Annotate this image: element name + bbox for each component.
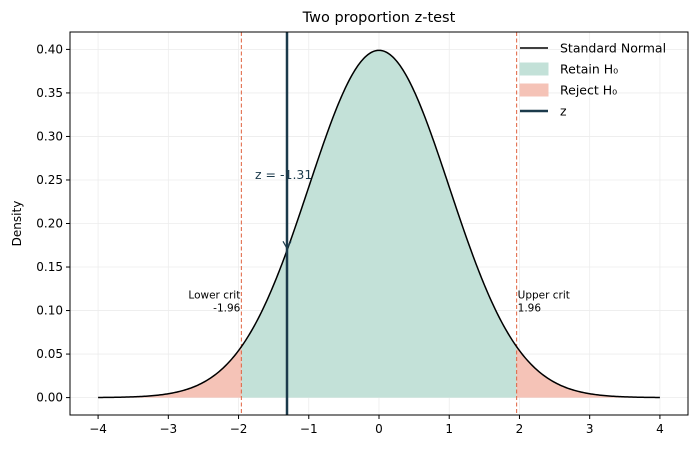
standard-normal-curve — [98, 49, 660, 399]
x-tick-label: 0 — [375, 422, 383, 436]
chart-title: Two proportion z-test — [302, 10, 456, 26]
upper-crit-annotation: 1.96 — [518, 303, 542, 315]
y-tick-label: 0.15 — [36, 260, 63, 274]
x-tick-label: −3 — [159, 422, 177, 436]
x-tick-label: 3 — [586, 422, 594, 436]
lower-crit-annotation: Lower crit — [188, 290, 240, 302]
y-tick-label: 0.35 — [36, 86, 63, 100]
x-tick-label: −2 — [230, 422, 248, 436]
y-tick-label: 0.25 — [36, 173, 63, 187]
y-axis-label: Density — [10, 201, 24, 247]
x-axis-ticks: −4 −3 −2 −1 0 1 2 3 4 — [89, 415, 664, 436]
y-tick-label: 0.10 — [36, 304, 63, 318]
upper-crit-annotation: Upper crit — [518, 290, 570, 302]
y-tick-label: 0.40 — [36, 42, 63, 56]
legend-label: Standard Normal — [560, 41, 666, 56]
legend: Standard Normal Retain H₀ Reject H₀ z — [519, 41, 666, 119]
legend-label: z — [560, 104, 567, 119]
legend-label: Retain H₀ — [560, 62, 618, 77]
y-axis-ticks: 0.00 0.05 0.10 0.15 0.20 0.25 0.30 0.35 0.40 — [36, 42, 70, 405]
y-tick-label: 0.00 — [36, 391, 63, 405]
reject-region-right — [516, 346, 660, 398]
reject-region-left — [98, 346, 242, 398]
x-tick-label: 1 — [445, 422, 453, 436]
y-tick-label: 0.20 — [36, 217, 63, 231]
y-tick-label: 0.05 — [36, 347, 63, 361]
y-tick-label: 0.30 — [36, 129, 63, 143]
fill-areas — [98, 50, 660, 398]
x-tick-label: −1 — [300, 422, 318, 436]
legend-swatch-fill — [519, 83, 549, 97]
z-arrow-head — [282, 241, 292, 250]
retain-region — [241, 50, 517, 398]
x-tick-label: 2 — [516, 422, 524, 436]
z-value-annotation: z = -1.31 — [255, 167, 312, 182]
x-tick-label: −4 — [89, 422, 107, 436]
legend-swatch-fill — [519, 62, 549, 76]
legend-label: Reject H₀ — [560, 83, 617, 98]
lower-crit-annotation: -1.96 — [213, 303, 240, 315]
x-tick-label: 4 — [656, 422, 664, 436]
